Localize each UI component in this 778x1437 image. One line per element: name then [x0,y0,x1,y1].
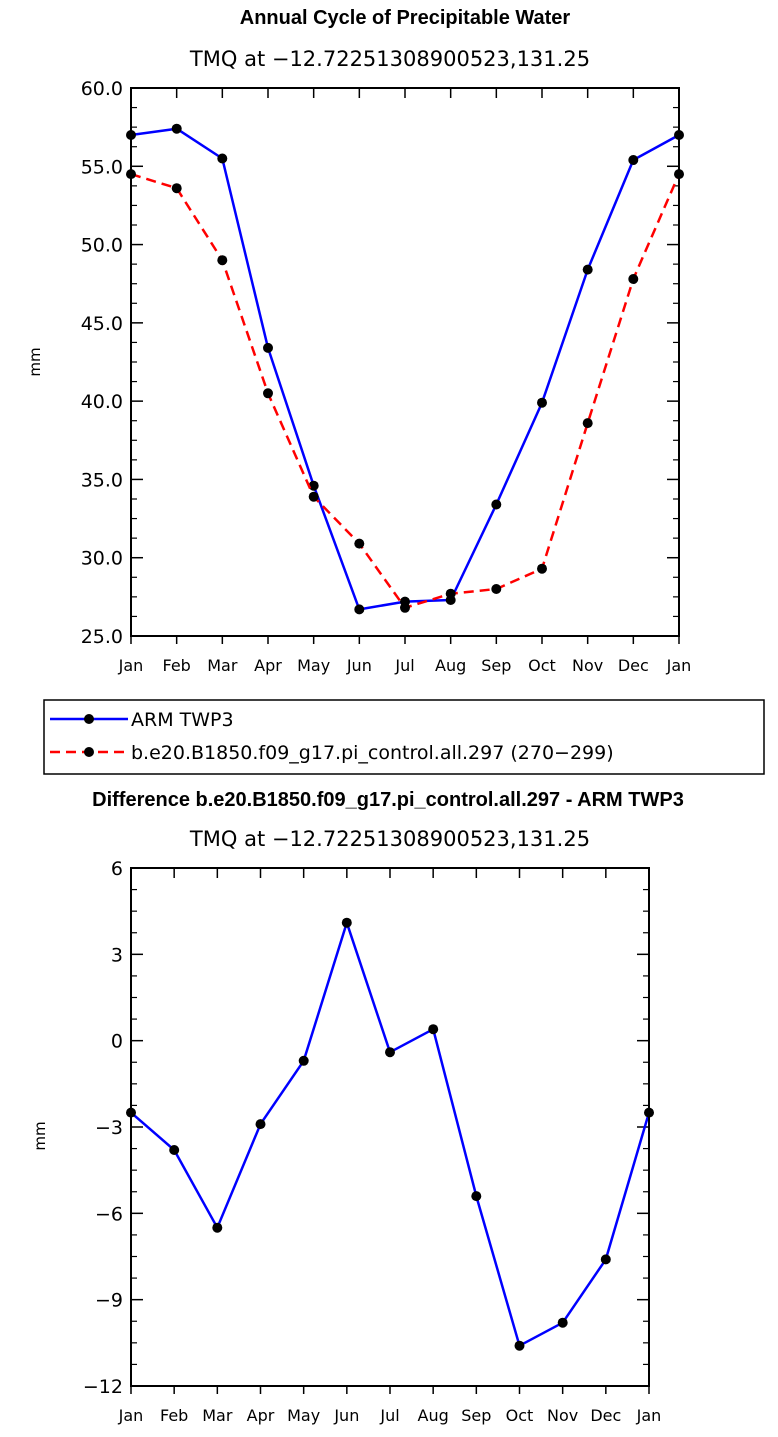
y-tick-label: 6 [111,858,123,880]
data-point [582,418,593,429]
x-tick-label: Mar [202,1406,233,1425]
y-tick-label: 35.0 [81,469,123,491]
legend-box [43,699,765,775]
data-point [171,183,182,194]
legend-marker-arm [84,714,94,724]
data-point [308,480,319,491]
chart-title: Difference b.e20.B1850.f09_g17.pi_contro… [92,789,684,811]
x-tick-label: Jul [394,656,414,675]
y-tick-label: 25.0 [81,626,123,648]
data-point [341,917,352,928]
y-tick-label: −6 [95,1203,123,1225]
y-tick-label: 0 [111,1031,123,1053]
x-tick-label: Aug [418,1406,449,1425]
x-tick-label: Nov [572,656,603,675]
legend-label-model: b.e20.B1850.f09_g17.pi_control.all.297 (… [131,742,614,764]
x-tick-label: Feb [160,1406,188,1425]
x-tick-label: Jan [118,1406,144,1425]
data-point [537,397,547,408]
x-tick-label: Dec [618,656,649,675]
y-tick-label: 55.0 [81,156,123,178]
plot-frame [130,867,650,1387]
y-tick-label: 50.0 [81,235,123,257]
data-point [537,563,547,574]
x-tick-label: Jan [666,656,692,675]
x-tick-label: Aug [435,656,466,675]
x-tick-label: Nov [547,1406,578,1425]
y-tick-label: −9 [95,1290,123,1312]
data-point [471,1191,482,1202]
x-tick-label: Mar [207,656,238,675]
y-tick-label: 45.0 [81,313,123,335]
y-tick-label: 3 [111,944,123,966]
data-point [491,584,502,594]
data-point [491,499,502,510]
data-point [169,1145,180,1155]
data-point [298,1055,309,1066]
x-tick-label: Jan [118,656,144,675]
data-point [171,123,182,134]
legend-entry-arm: ARM TWP3 [50,709,234,731]
y-axis-label: mm [31,1121,49,1150]
data-point [582,264,593,275]
series-line-0 [130,921,651,1347]
data-point [308,491,319,502]
chart-subtitle: TMQ at −12.72251308900523,131.25 [189,827,590,851]
legend-label-arm: ARM TWP3 [131,709,234,731]
series-line-0 [130,127,680,611]
data-point [428,1024,439,1035]
data-point [445,588,456,599]
data-point [628,155,639,165]
x-tick-label: Jun [333,1406,359,1425]
y-tick-label: 60.0 [81,78,123,100]
y-tick-label: −3 [95,1117,123,1139]
data-point [557,1317,568,1328]
x-tick-label: Apr [254,656,282,675]
x-tick-label: Sep [461,1406,491,1425]
chart-title: Annual Cycle of Precipitable Water [240,7,571,29]
x-tick-label: Oct [528,656,556,675]
data-point [628,274,639,284]
data-point [263,342,273,353]
data-point [600,1254,611,1265]
y-axis-label: mm [26,347,44,376]
data-point [514,1340,525,1351]
data-point [354,538,365,549]
series-line-1 [130,172,681,610]
data-point [400,602,410,613]
data-point [217,153,228,164]
data-point [255,1119,266,1130]
x-tick-label: Apr [247,1406,275,1425]
y-tick-label: 30.0 [81,548,123,570]
x-tick-label: Feb [163,656,191,675]
legend-entry-model: b.e20.B1850.f09_g17.pi_control.all.297 (… [50,742,614,764]
data-point [212,1222,223,1233]
x-tick-label: Jul [379,1406,399,1425]
legend: ARM TWP3 b.e20.B1850.f09_g17.pi_control.… [43,699,765,775]
data-point [263,388,273,399]
chart-subtitle: TMQ at −12.72251308900523,131.25 [189,47,590,71]
y-tick-label: −12 [83,1376,123,1398]
x-tick-label: Oct [506,1406,534,1425]
x-tick-label: Sep [481,656,511,675]
y-tick-label: 40.0 [81,391,123,413]
data-point [217,255,228,266]
data-point [385,1047,395,1058]
x-tick-label: Dec [590,1406,621,1425]
difference-chart: Difference b.e20.B1850.f09_g17.pi_contro… [31,789,684,1425]
x-tick-label: May [297,656,330,675]
legend-marker-model [84,747,94,757]
x-tick-label: Jun [346,656,372,675]
data-point [354,604,365,615]
x-tick-label: May [287,1406,320,1425]
annual-cycle-chart: Annual Cycle of Precipitable Water TMQ a… [26,7,691,675]
plot-frame [130,87,680,637]
x-tick-label: Jan [636,1406,662,1425]
